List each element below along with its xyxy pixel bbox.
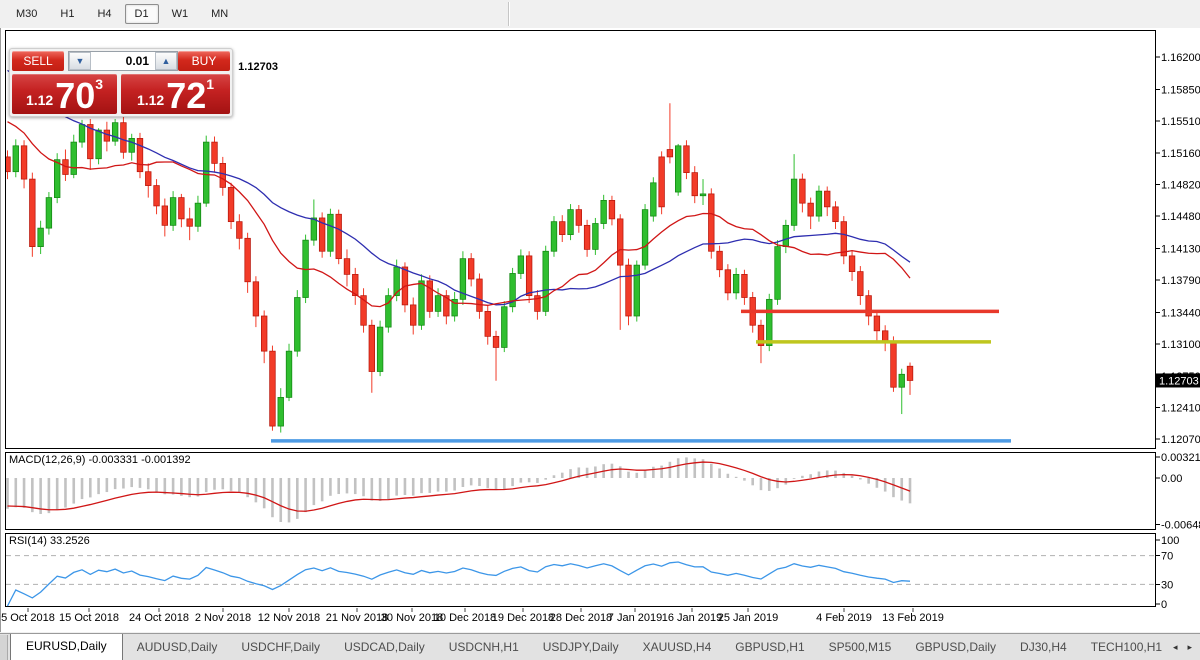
tab-grip (0, 635, 8, 660)
macd-histogram (6, 457, 912, 523)
svg-text:2 Nov 2018: 2 Nov 2018 (195, 612, 251, 624)
svg-text:1.13790: 1.13790 (1161, 275, 1200, 287)
buy-price-prefix: 1.12 (136, 92, 165, 108)
volume-decrease-button[interactable]: ▼ (69, 52, 91, 70)
rsi-line (6, 561, 911, 607)
tab-GBPUSD-H1[interactable]: GBPUSD,H1 (735, 640, 805, 654)
svg-text:28 Dec 2018: 28 Dec 2018 (550, 612, 612, 624)
buy-price-big: 72 (166, 75, 207, 116)
moving-averages (7, 69, 911, 308)
tab-USDJPY-Daily[interactable]: USDJPY,Daily (542, 640, 619, 654)
tab-USDCNH-H1[interactable]: USDCNH,H1 (448, 640, 519, 654)
tab-XAUUSD-H4[interactable]: XAUUSD,H4 (642, 640, 712, 654)
timeframe-button-W1[interactable]: W1 (171, 8, 189, 20)
buy-price-sup: 1 (206, 76, 215, 92)
svg-text:1.12703: 1.12703 (1159, 375, 1199, 387)
tab-scroll-left-button[interactable]: ◂ (1172, 641, 1178, 652)
svg-text:1.14130: 1.14130 (1161, 243, 1200, 255)
timeframe-buttons: M30 H1 H4 D1 W1 MN (6, 4, 241, 24)
svg-text:70: 70 (1161, 551, 1173, 563)
svg-text:13 Feb 2019: 13 Feb 2019 (882, 612, 944, 624)
svg-text:1.13100: 1.13100 (1161, 339, 1200, 351)
svg-text:1.14820: 1.14820 (1161, 180, 1200, 192)
svg-text:-0.006485: -0.006485 (1161, 519, 1200, 531)
date-axis: 5 Oct 2018 15 Oct 2018 24 Oct 2018 2 Nov 20… (1, 608, 944, 624)
candlestick-series (6, 103, 914, 433)
tab-DJ30-H4[interactable]: DJ30,H4 (1020, 640, 1067, 654)
tab-USDCAD-Daily[interactable]: USDCAD,Daily (344, 640, 425, 654)
chart-tabs: EURUSD,Daily AUDUSD,Daily USDCHF,Daily USDC… (8, 634, 1165, 660)
svg-text:4 Feb 2019: 4 Feb 2019 (816, 612, 872, 624)
horizontal-line-objects (271, 309, 1011, 443)
rsi-levels (6, 555, 1154, 585)
macd-axis: 0.003216 0.00 -0.006485 (1155, 452, 1200, 531)
timeframe-button-H1[interactable]: H1 (60, 8, 75, 20)
timeframe-toolbar: M30 H1 H4 D1 W1 MN (0, 0, 1200, 28)
volume-input[interactable]: 0.01 (91, 52, 155, 70)
volume-increase-button[interactable]: ▲ (155, 52, 177, 70)
tab-USDCHF-Daily[interactable]: USDCHF,Daily (241, 640, 321, 654)
svg-text:0.003216: 0.003216 (1161, 452, 1200, 464)
svg-text:0.00: 0.00 (1161, 473, 1182, 485)
svg-text:0: 0 (1161, 599, 1167, 611)
tab-TECH100-H1[interactable]: TECH100,H1 (1090, 640, 1163, 654)
svg-text:15 Oct 2018: 15 Oct 2018 (59, 612, 119, 624)
tab-EURUSD-Daily[interactable]: EURUSD,Daily (10, 634, 123, 660)
sell-quote-button[interactable]: 1.12 70 3 (12, 74, 118, 116)
timeframe-button-M30[interactable]: M30 (16, 8, 38, 20)
sell-price-prefix: 1.12 (25, 92, 54, 108)
tab-scroll-arrows: ◂ ▸ (1165, 634, 1200, 660)
tab-SP500-M15[interactable]: SP500,M15 (828, 640, 892, 654)
chevron-up-icon: ▲ (161, 56, 171, 66)
svg-text:10 Dec 2018: 10 Dec 2018 (434, 612, 496, 624)
current-price-label: 1.12703 (1155, 373, 1200, 388)
timeframe-button-H4[interactable]: H4 (97, 8, 112, 20)
svg-text:1.14480: 1.14480 (1161, 211, 1200, 223)
sell-price-big: 70 (55, 75, 96, 116)
trade-panel-row: SELL ▼ 0.01 ▲ BUY (12, 51, 230, 71)
rsi-axis: 100 70 30 0 (1155, 535, 1179, 611)
svg-text:30: 30 (1161, 579, 1173, 591)
svg-text:1.15850: 1.15850 (1161, 84, 1200, 96)
buy-quote-button[interactable]: 1.12 72 1 (121, 74, 230, 114)
svg-text:1.16200: 1.16200 (1161, 52, 1200, 64)
one-click-trading-panel: SELL ▼ 0.01 ▲ BUY 1.12 70 3 (9, 48, 233, 117)
svg-text:12 Nov 2018: 12 Nov 2018 (258, 612, 320, 624)
macd-signal-line (7, 461, 911, 512)
svg-text:1.12410: 1.12410 (1161, 403, 1200, 415)
svg-text:21 Nov 2018: 21 Nov 2018 (326, 612, 388, 624)
svg-text:25 Jan 2019: 25 Jan 2019 (718, 612, 779, 624)
timeframe-button-MN[interactable]: MN (211, 8, 229, 20)
svg-text:1.13440: 1.13440 (1161, 307, 1200, 319)
chart-canvas[interactable]: 1.16200 1.15850 1.15510 1.15160 1.14820 1.144… (1, 28, 1200, 632)
svg-text:100: 100 (1161, 535, 1179, 547)
tab-GBPUSD-Daily[interactable]: GBPUSD,Daily (915, 640, 997, 654)
toolbar-separator (508, 2, 510, 26)
svg-text:24 Oct 2018: 24 Oct 2018 (129, 612, 189, 624)
chevron-down-icon: ▼ (75, 56, 85, 66)
svg-text:1.12070: 1.12070 (1161, 434, 1200, 446)
volume-spinner: ▼ 0.01 ▲ (68, 51, 178, 71)
timeframe-button-D1[interactable]: D1 (124, 4, 159, 24)
svg-text:16 Jan 2019: 16 Jan 2019 (662, 612, 723, 624)
svg-text:7 Jan 2019: 7 Jan 2019 (608, 612, 662, 624)
chart-tab-bar: EURUSD,Daily AUDUSD,Daily USDCHF,Daily USDC… (0, 633, 1200, 660)
svg-text:1.15510: 1.15510 (1161, 116, 1200, 128)
buy-button[interactable]: BUY (178, 51, 230, 71)
sell-button[interactable]: SELL (12, 51, 64, 71)
sell-price-sup: 3 (95, 76, 104, 92)
svg-text:5 Oct 2018: 5 Oct 2018 (1, 612, 55, 624)
tab-AUDUSD-Daily[interactable]: AUDUSD,Daily (136, 640, 218, 654)
tab-scroll-right-button[interactable]: ▸ (1187, 641, 1192, 652)
trade-panel-quotes: 1.12 70 3 1.12 72 1 (12, 74, 230, 114)
svg-text:30 Nov 2018: 30 Nov 2018 (381, 612, 443, 624)
chart-window: 1.16200 1.15850 1.15510 1.15160 1.14820 1.144… (0, 28, 1200, 632)
svg-text:19 Dec 2018: 19 Dec 2018 (492, 612, 554, 624)
svg-text:1.15160: 1.15160 (1161, 148, 1200, 160)
